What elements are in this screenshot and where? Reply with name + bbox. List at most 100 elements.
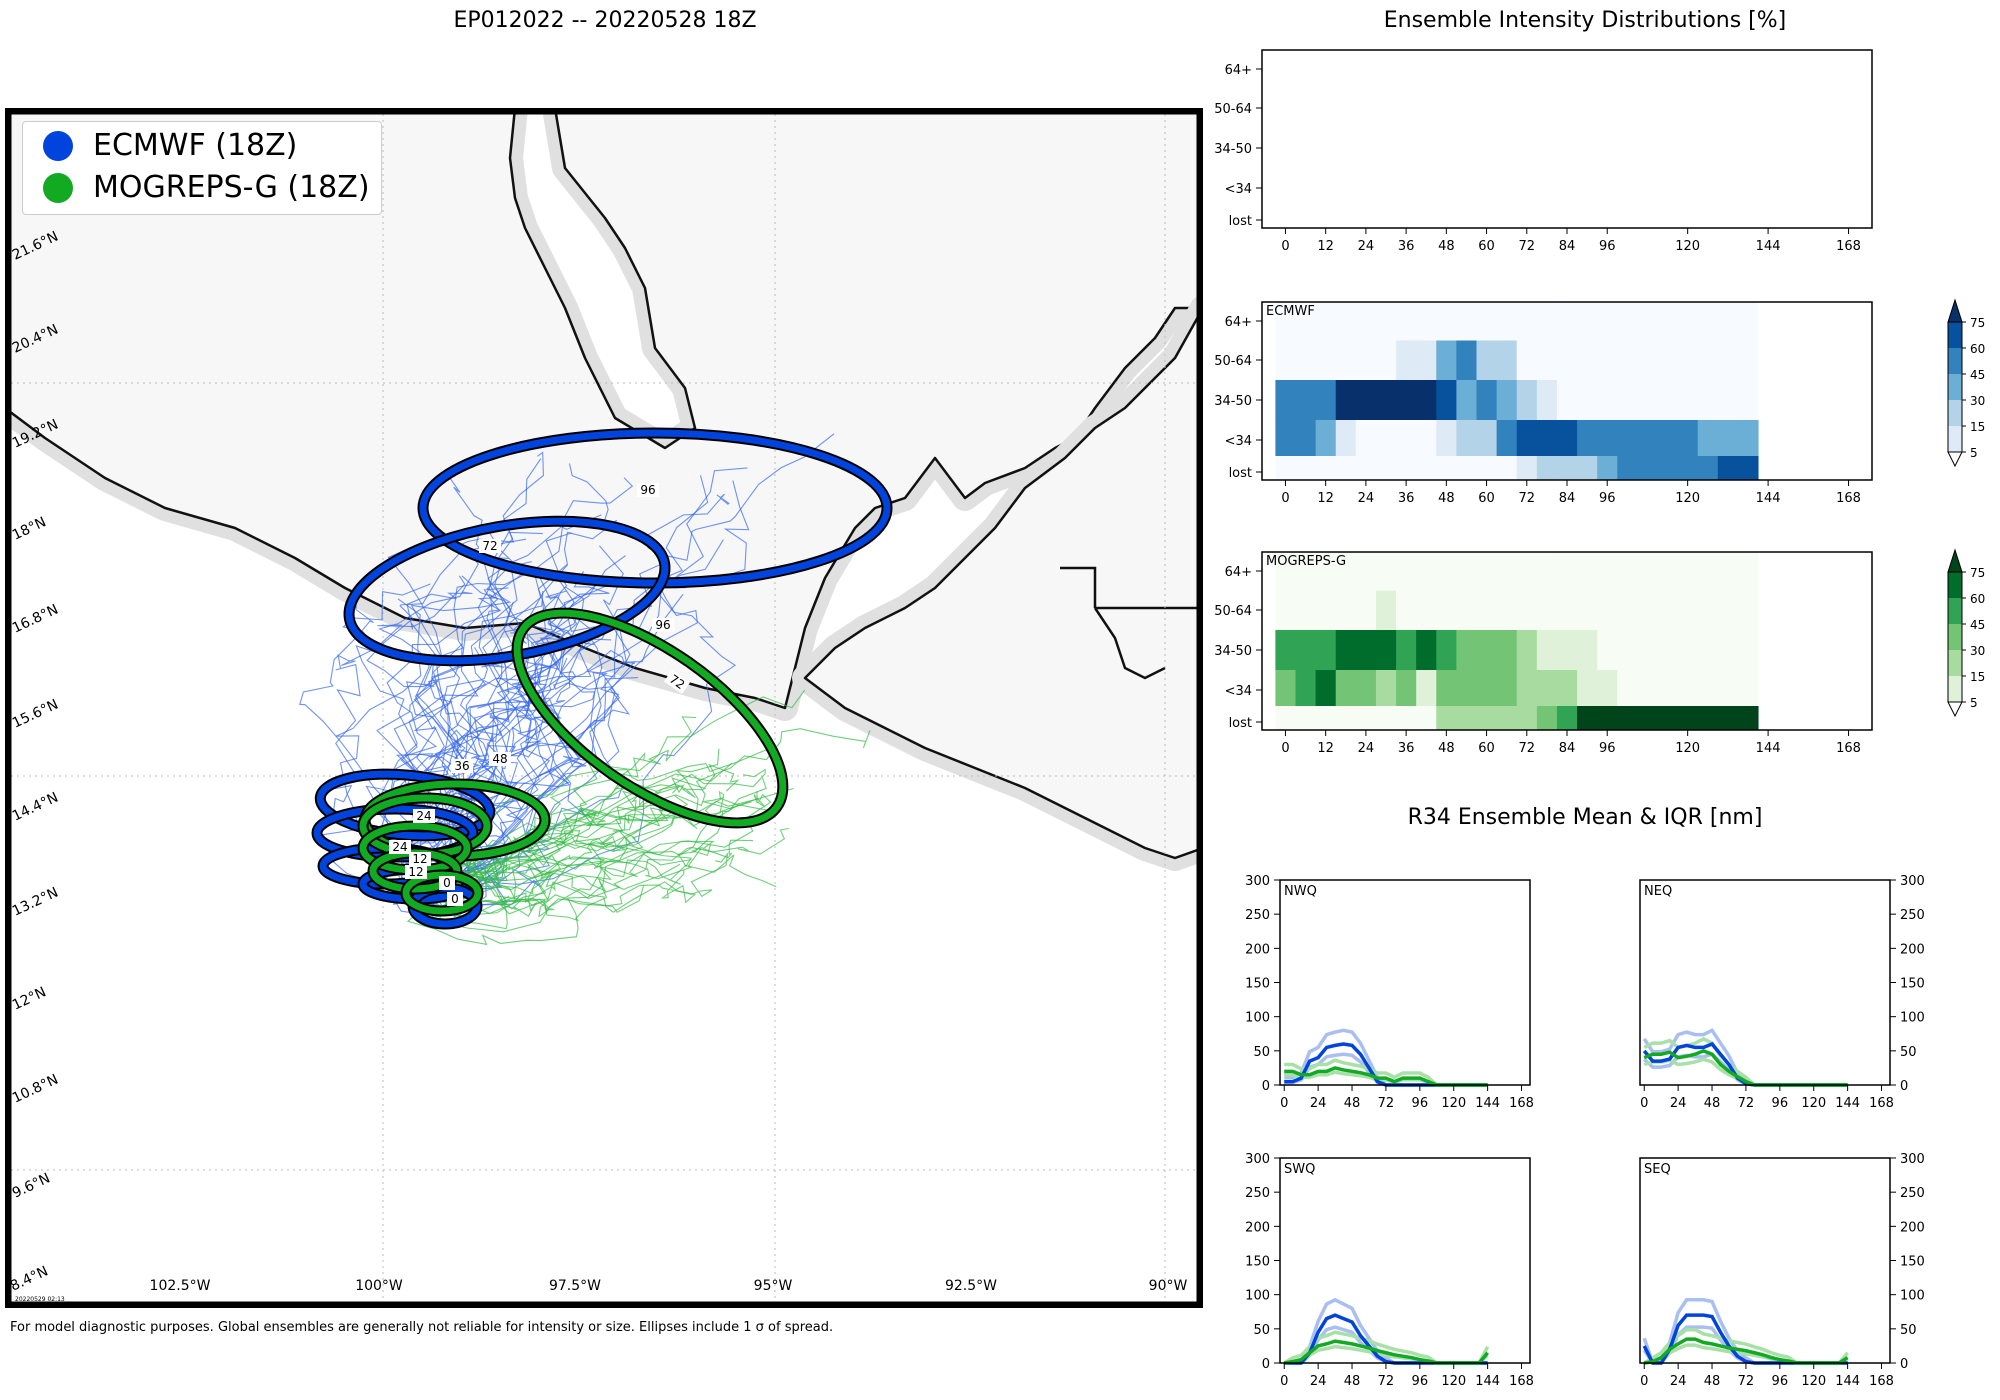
heatmap-cell — [1295, 552, 1317, 591]
heatmap-cell — [1375, 380, 1397, 421]
x-tick-label: 24 — [1670, 1374, 1687, 1389]
heatmap-cell — [1375, 630, 1397, 671]
y-tick-label: 250 — [1245, 1186, 1270, 1201]
colorbar-extend-min — [1947, 701, 1963, 718]
lon-label: 100°W — [355, 1278, 403, 1294]
ecmwf-label-0: 0 — [451, 892, 459, 906]
heatmap-cell — [1536, 706, 1558, 731]
heatmap-cell — [1717, 340, 1739, 381]
heatmap-cell — [1737, 706, 1759, 731]
mogreps-label-12: 12 — [412, 852, 427, 866]
heatmap-cell — [1375, 590, 1397, 631]
heatmap-cell — [1295, 456, 1317, 481]
lon-label: 102.5°W — [150, 1278, 211, 1294]
y-tick-label: 200 — [1900, 942, 1925, 957]
colorbar-segment — [1948, 374, 1962, 400]
x-tick-label: 168 — [1869, 1096, 1894, 1111]
heatmap-cell — [1536, 630, 1558, 671]
panel-label: ECMWF — [1266, 304, 1315, 319]
heatmap-cell — [1577, 380, 1598, 421]
heatmap-cell — [1496, 706, 1518, 731]
heatmap-cell — [1436, 670, 1457, 707]
y-tick-label: 300 — [1245, 874, 1270, 889]
heatmap-cell — [1456, 552, 1478, 591]
heatmap-cell — [1697, 420, 1719, 457]
y-tick-label: 0 — [1262, 1079, 1270, 1094]
heatmap-cell — [1556, 552, 1578, 591]
heatmap-cell — [1697, 380, 1719, 421]
y-tick-label: 250 — [1900, 1186, 1925, 1201]
heatmap-cell — [1657, 706, 1679, 731]
y-tick-label: 50 — [1900, 1045, 1917, 1060]
legend-item-ecmwf: ECMWF (18Z) — [43, 128, 297, 163]
heatmap-cell — [1717, 420, 1739, 457]
heatmap-cell — [1637, 340, 1658, 381]
heatmap-cell — [1295, 590, 1317, 631]
timestamp-stamp: 20220529 02:13 — [15, 1296, 65, 1303]
member-track — [453, 768, 766, 895]
heatmap-cell — [1295, 340, 1317, 381]
heatmap-cell — [1717, 552, 1739, 591]
x-tick-label: 84 — [1559, 239, 1576, 254]
heatmap-cell — [1335, 340, 1357, 381]
y-tick-label: lost — [1229, 214, 1252, 229]
member-track — [425, 649, 635, 915]
heatmap-cell — [1496, 380, 1518, 421]
heatmap-cell — [1597, 340, 1618, 381]
heatmap-cell — [1597, 706, 1618, 731]
x-tick-label: 84 — [1559, 741, 1576, 756]
r34-panel-neq: NEQ 0 50 100 150 200 250 300 0 24 48 72 96 120 144 168 — [1639, 874, 1925, 1111]
heatmap-cell — [1396, 590, 1417, 631]
heatmap-cell — [1737, 552, 1759, 591]
heatmap-cell — [1476, 670, 1498, 707]
heatmap-cell — [1295, 670, 1317, 707]
heatmap-cell — [1577, 552, 1598, 591]
heatmap-cell — [1677, 590, 1699, 631]
heatmap-cell — [1496, 670, 1518, 707]
heatmap-cell — [1315, 670, 1337, 707]
colorbar-tick-label: 75 — [1970, 316, 1985, 330]
heatmap-cell — [1536, 590, 1558, 631]
heatmap-cell — [1295, 302, 1317, 341]
heatmap-cell — [1697, 706, 1719, 731]
heatmap-cell — [1416, 630, 1437, 671]
x-tick-label: 96 — [1772, 1374, 1789, 1389]
x-tick-label: 144 — [1835, 1096, 1860, 1111]
y-tick-label: 200 — [1245, 1220, 1270, 1235]
heatmap-cell — [1355, 590, 1377, 631]
heatmap-cell — [1396, 456, 1417, 481]
x-tick-label: 48 — [1438, 239, 1455, 254]
heatmap-cell — [1436, 420, 1457, 457]
y-tick-label: 0 — [1900, 1079, 1908, 1094]
heatmap-cell — [1355, 340, 1377, 381]
x-tick-label: 24 — [1358, 741, 1375, 756]
heatmap-cell — [1677, 340, 1699, 381]
heatmap-cell — [1375, 670, 1397, 707]
heatmap-cell — [1657, 552, 1679, 591]
x-tick-label: 120 — [1675, 239, 1700, 254]
lon-label: 97.5°W — [549, 1278, 601, 1294]
heatmap-cell — [1617, 340, 1638, 381]
x-tick-label: 144 — [1756, 741, 1781, 756]
main-title: EP012022 -- 20220528 18Z — [453, 8, 757, 33]
heatmap-cell — [1275, 420, 1297, 457]
member-track — [446, 844, 712, 903]
heatmap-cell — [1456, 670, 1478, 707]
colorbar-segment — [1948, 650, 1962, 676]
heatmap-cell — [1516, 302, 1538, 341]
heatmap-cell — [1577, 456, 1598, 481]
heatmap-cell — [1295, 706, 1317, 731]
heatmap-cell — [1436, 552, 1457, 591]
heatmap-cell — [1697, 630, 1719, 671]
x-tick-label: 48 — [1704, 1096, 1721, 1111]
heatmap-cell — [1737, 420, 1759, 457]
heatmap-cell — [1717, 630, 1739, 671]
heatmap-cell — [1496, 552, 1518, 591]
colorbar-segment — [1948, 400, 1962, 426]
heatmap-cell — [1375, 706, 1397, 731]
heatmap-cell — [1496, 420, 1518, 457]
heatmap-cell — [1577, 340, 1598, 381]
heatmap-cell — [1536, 340, 1558, 381]
x-tick-label: 48 — [1704, 1374, 1721, 1389]
heatmap-cell — [1275, 706, 1297, 731]
